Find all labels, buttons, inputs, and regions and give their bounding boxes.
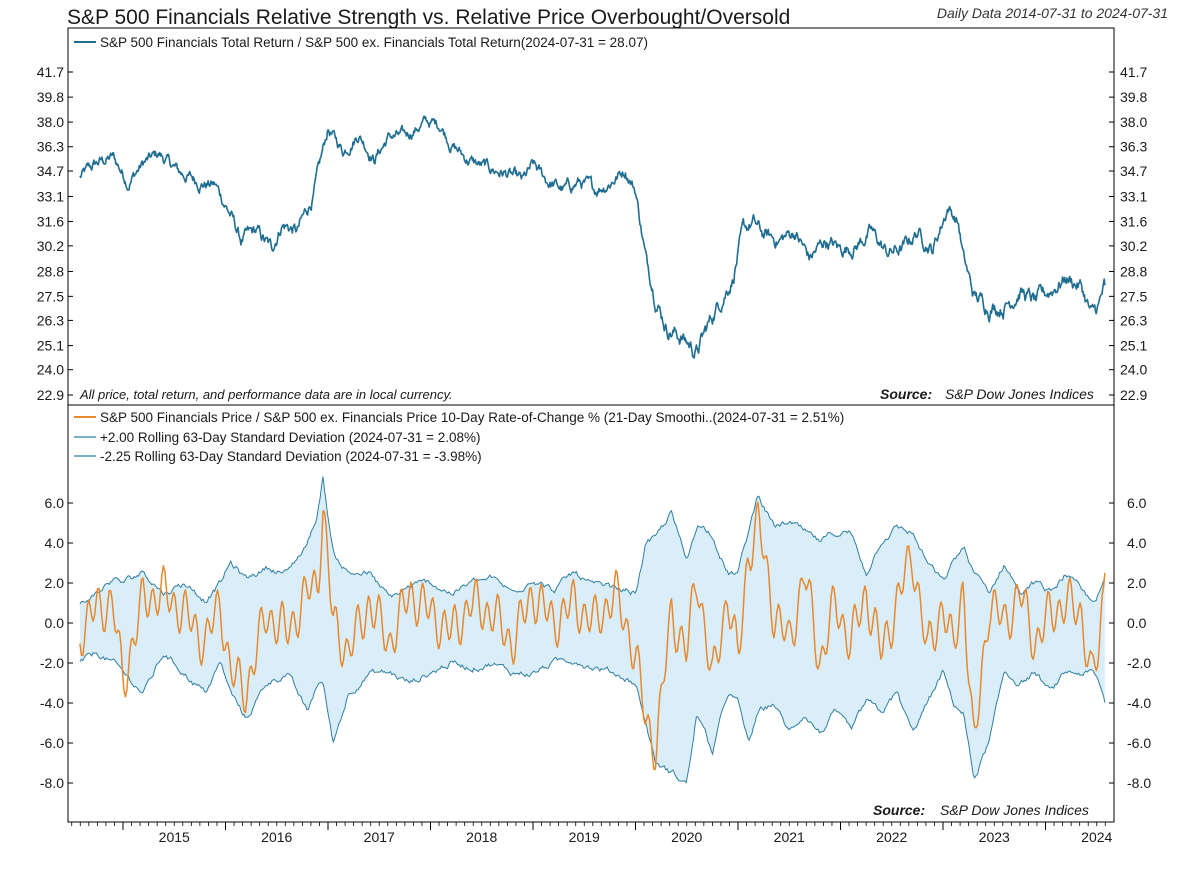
x-tick-label: 2018 (466, 829, 497, 845)
upper-band-legend-label: +2.00 Rolling 63-Day Standard Deviation … (100, 430, 481, 445)
chart-title: S&P 500 Financials Relative Strength vs.… (67, 6, 790, 29)
top-ytick-label-right: 41.7 (1120, 64, 1147, 80)
bottom-ytick-label-right: -2.0 (1127, 655, 1151, 671)
x-tick-label: 2020 (671, 829, 702, 845)
bottom-ytick-label-left: 0.0 (45, 615, 65, 631)
top-ytick-label-left: 33.1 (37, 188, 64, 204)
x-tick-label: 2017 (364, 829, 395, 845)
bottom-source-label: Source: (873, 802, 925, 818)
top-source-text: S&P Dow Jones Indices (945, 386, 1094, 402)
top-ytick-label-right: 28.8 (1120, 263, 1147, 279)
bottom-ytick-label-left: 6.0 (45, 495, 65, 511)
top-ytick-label-right: 25.1 (1120, 338, 1147, 354)
top-panel-plot (79, 115, 1106, 359)
bottom-ytick-label-left: -2.0 (40, 655, 64, 671)
roc-legend-label: S&P 500 Financials Price / S&P 500 ex. F… (100, 410, 844, 425)
top-ytick-label-left: 28.8 (37, 263, 64, 279)
x-tick-label: 2021 (774, 829, 805, 845)
bottom-ytick-label-left: -4.0 (40, 695, 64, 711)
roc-series-line (79, 501, 1106, 771)
top-ytick-label-right: 34.7 (1120, 163, 1147, 179)
std-dev-band-fill (79, 476, 1105, 783)
bottom-ytick-label-right: 2.0 (1127, 575, 1147, 591)
top-ytick-label-left: 31.6 (37, 213, 64, 229)
plot-frame (67, 27, 1115, 823)
top-source-label: Source: (880, 386, 932, 402)
top-ytick-label-right: 39.8 (1120, 89, 1147, 105)
x-tick-label: 2019 (569, 829, 600, 845)
x-tick-label: 2023 (979, 829, 1010, 845)
top-ytick-label-right: 31.6 (1120, 213, 1147, 229)
bottom-panel-axis: 6.0 6.0 4.0 4.0 2.0 2.0 0.0 0.0 -2.0 -2.0 -4.0 -4.0… (40, 495, 1151, 791)
top-ytick-label-left: 30.2 (37, 238, 64, 254)
top-ytick-label-left: 41.7 (37, 64, 64, 80)
top-ytick-label-left: 26.3 (37, 312, 64, 328)
bottom-ytick-label-left: -6.0 (40, 735, 64, 751)
upper-band-series-line (79, 476, 1106, 605)
bottom-ytick-label-right: -8.0 (1127, 775, 1151, 791)
lower-band-series-line (79, 652, 1106, 784)
top-ytick-label-left: 25.1 (37, 338, 64, 354)
x-axis: 2015 2016 2017 2018 2019 2020 2021 2022 2023 2024 (71, 822, 1113, 845)
bottom-ytick-label-right: 0.0 (1127, 615, 1147, 631)
currency-note: All price, total return, and performance… (79, 387, 453, 402)
bottom-ytick-label-right: -4.0 (1127, 695, 1151, 711)
relative-strength-series-line (79, 115, 1106, 359)
top-ytick-label-right: 27.5 (1120, 288, 1147, 304)
top-ytick-label-right: 30.2 (1120, 238, 1147, 254)
top-ytick-label-right: 36.3 (1120, 139, 1147, 155)
top-ytick-label-right: 24.0 (1120, 362, 1147, 378)
top-panel-axis: 41.7 41.7 39.8 39.8 38.0 38.0 36.3 36.3 34.7 34.7… (37, 64, 1148, 403)
top-ytick-label-left: 36.3 (37, 139, 64, 155)
lower-band-legend-label: -2.25 Rolling 63-Day Standard Deviation … (100, 449, 482, 464)
bottom-ytick-label-left: 4.0 (45, 535, 65, 551)
top-ytick-label-left: 34.7 (37, 163, 64, 179)
top-ytick-label-right: 38.0 (1120, 114, 1147, 130)
top-ytick-label-right: 26.3 (1120, 312, 1147, 328)
x-tick-label: 2024 (1081, 829, 1112, 845)
bottom-ytick-label-right: -6.0 (1127, 735, 1151, 751)
top-ytick-label-right: 33.1 (1120, 188, 1147, 204)
x-tick-label: 2016 (261, 829, 292, 845)
top-ytick-label-left: 22.9 (37, 387, 64, 403)
bottom-ytick-label-right: 6.0 (1127, 495, 1147, 511)
top-legend-label: S&P 500 Financials Total Return / S&P 50… (100, 35, 648, 50)
top-ytick-label-left: 24.0 (37, 362, 64, 378)
x-tick-label: 2022 (876, 829, 907, 845)
bottom-source-text: S&P Dow Jones Indices (940, 802, 1089, 818)
bottom-ytick-label-right: 4.0 (1127, 535, 1147, 551)
x-tick-label: 2015 (159, 829, 190, 845)
bottom-ytick-label-left: 2.0 (45, 575, 65, 591)
date-range: Daily Data 2014-07-31 to 2024-07-31 (937, 5, 1168, 21)
top-ytick-label-left: 27.5 (37, 288, 64, 304)
bottom-ytick-label-left: -8.0 (40, 775, 64, 791)
bottom-panel-plot (79, 476, 1106, 784)
top-ytick-label-left: 38.0 (37, 114, 64, 130)
top-ytick-label-right: 22.9 (1120, 387, 1147, 403)
top-ytick-label-left: 39.8 (37, 89, 64, 105)
